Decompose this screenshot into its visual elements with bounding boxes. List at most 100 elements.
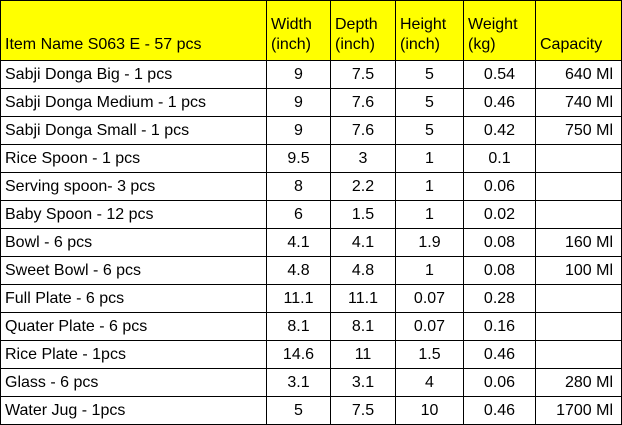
value-cell: 14.6	[266, 340, 331, 369]
value-cell: 4	[395, 368, 464, 397]
header-text: (inch)	[271, 36, 312, 53]
header-text: (inch)	[400, 36, 441, 53]
value-cell: 160 Ml	[535, 228, 622, 257]
value-cell: 1.5	[330, 200, 396, 229]
value-cell: 280 Ml	[535, 368, 622, 397]
header-text: (kg)	[468, 36, 496, 53]
table-row: Sabji Donga Medium - 1 pcs 9 7.6 5 0.46 740 M…	[0, 88, 622, 117]
value-cell: 0.08	[463, 228, 536, 257]
value-cell: 2.2	[330, 172, 396, 201]
value-cell: 640 Ml	[535, 60, 622, 89]
item-name: Serving spoon- 3 pcs	[0, 172, 267, 201]
value-cell: 7.6	[330, 88, 396, 117]
value-cell: 4.8	[266, 256, 331, 285]
header-cell: Height (inch)	[395, 0, 464, 61]
item-name: Quater Plate - 6 pcs	[0, 312, 267, 341]
value-cell: 0.06	[463, 368, 536, 397]
item-name: Water Jug - 1pcs	[0, 396, 267, 425]
value-cell: 1	[395, 200, 464, 229]
item-name: Bowl - 6 pcs	[0, 228, 267, 257]
header-text: Height	[400, 16, 447, 33]
empty-cell	[535, 284, 622, 313]
header-text: Weight	[468, 16, 518, 33]
table-row: Bowl - 6 pcs 4.1 4.1 1.9 0.08 160 Ml	[0, 228, 622, 257]
value-cell: 7.5	[330, 396, 396, 425]
value-cell: 0.54	[463, 60, 536, 89]
header-text: (inch)	[335, 36, 376, 53]
table-row: Rice Plate - 1pcs 14.6 11 1.5 0.46	[0, 340, 622, 369]
value-cell: 9	[266, 116, 331, 145]
value-cell: 0.16	[463, 312, 536, 341]
empty-cell	[535, 340, 622, 369]
value-cell: 1	[395, 144, 464, 173]
value-cell: 750 Ml	[535, 116, 622, 145]
table-row: Sabji Donga Small - 1 pcs 9 7.6 5 0.42 750 Ml	[0, 116, 622, 145]
header-row: Item Name S063 E - 57 pcs Width (inch) Dept…	[0, 0, 622, 61]
value-cell: 7.5	[330, 60, 396, 89]
empty-cell	[535, 312, 622, 341]
value-cell: 1	[395, 172, 464, 201]
header-text: Item Name S063 E - 57 pcs	[5, 36, 202, 53]
empty-cell	[535, 172, 622, 201]
value-cell: 7.6	[330, 116, 396, 145]
value-cell: 1.5	[395, 340, 464, 369]
value-cell: 4.1	[330, 228, 396, 257]
header-cell: Weight (kg)	[463, 0, 536, 61]
header-cell: Capacity	[535, 0, 622, 61]
header-cell: Depth (inch)	[330, 0, 396, 61]
value-cell: 3.1	[330, 368, 396, 397]
value-cell: 0.42	[463, 116, 536, 145]
value-cell: 9.5	[266, 144, 331, 173]
value-cell: 0.07	[395, 284, 464, 313]
header-text: Width	[271, 16, 312, 33]
value-cell: 8.1	[266, 312, 331, 341]
value-cell: 3	[330, 144, 396, 173]
table-row: Sabji Donga Big - 1 pcs 9 7.5 5 0.54 640 Ml	[0, 60, 622, 89]
item-name: Sabji Donga Small - 1 pcs	[0, 116, 267, 145]
item-name: Baby Spoon - 12 pcs	[0, 200, 267, 229]
table-row: Water Jug - 1pcs 5 7.5 10 0.46 1700 Ml	[0, 396, 622, 425]
value-cell: 8	[266, 172, 331, 201]
header-text: Capacity	[540, 36, 603, 53]
table-row: Baby Spoon - 12 pcs 6 1.5 1 0.02	[0, 200, 622, 229]
value-cell: 0.07	[395, 312, 464, 341]
value-cell: 5	[266, 396, 331, 425]
table-row: Quater Plate - 6 pcs 8.1 8.1 0.07 0.16	[0, 312, 622, 341]
item-name: Sweet Bowl - 6 pcs	[0, 256, 267, 285]
value-cell: 1700 Ml	[535, 396, 622, 425]
value-cell: 9	[266, 88, 331, 117]
value-cell: 740 Ml	[535, 88, 622, 117]
item-name: Rice Plate - 1pcs	[0, 340, 267, 369]
value-cell: 8.1	[330, 312, 396, 341]
value-cell: 0.46	[463, 88, 536, 117]
value-cell: 0.08	[463, 256, 536, 285]
header-text: Depth	[335, 16, 378, 33]
value-cell: 11	[330, 340, 396, 369]
value-cell: 11.1	[330, 284, 396, 313]
table-row: Rice Spoon - 1 pcs 9.5 3 1 0.1	[0, 144, 622, 173]
value-cell: 4.8	[330, 256, 396, 285]
item-name: Glass - 6 pcs	[0, 368, 267, 397]
value-cell: 1	[395, 256, 464, 285]
value-cell: 100 Ml	[535, 256, 622, 285]
header-cell: Width (inch)	[266, 0, 331, 61]
value-cell: 10	[395, 396, 464, 425]
table-body: Sabji Donga Big - 1 pcs 9 7.5 5 0.54 640 Ml Sa…	[0, 60, 622, 425]
item-name: Rice Spoon - 1 pcs	[0, 144, 267, 173]
value-cell: 0.06	[463, 172, 536, 201]
item-name: Sabji Donga Medium - 1 pcs	[0, 88, 267, 117]
empty-cell	[535, 200, 622, 229]
value-cell: 0.28	[463, 284, 536, 313]
table-row: Full Plate - 6 pcs 11.1 11.1 0.07 0.28	[0, 284, 622, 313]
value-cell: 5	[395, 88, 464, 117]
item-name: Sabji Donga Big - 1 pcs	[0, 60, 267, 89]
header-cell: Item Name S063 E - 57 pcs	[0, 0, 267, 61]
value-cell: 0.1	[463, 144, 536, 173]
value-cell: 4.1	[266, 228, 331, 257]
value-cell: 0.46	[463, 340, 536, 369]
value-cell: 0.46	[463, 396, 536, 425]
value-cell: 1.9	[395, 228, 464, 257]
empty-cell	[535, 144, 622, 173]
